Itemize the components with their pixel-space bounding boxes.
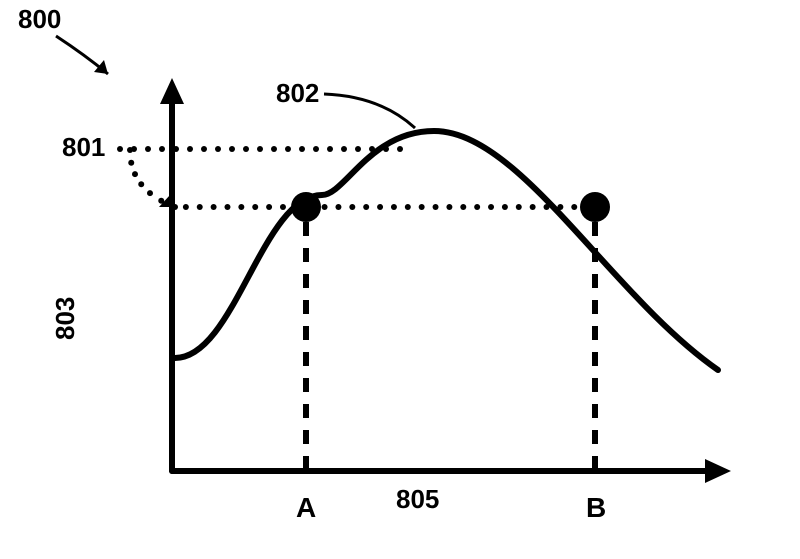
diagram-svg — [0, 0, 800, 559]
dotted-upper — [117, 146, 403, 152]
label-a: A — [296, 492, 316, 524]
label-b: B — [586, 492, 606, 524]
label-800: 800 — [18, 4, 61, 35]
label-801: 801 — [62, 132, 105, 163]
label-803: 803 — [50, 297, 81, 340]
label-802: 802 — [276, 78, 319, 109]
point-a — [291, 192, 321, 222]
label-805: 805 — [396, 484, 439, 515]
point-b — [580, 192, 610, 222]
